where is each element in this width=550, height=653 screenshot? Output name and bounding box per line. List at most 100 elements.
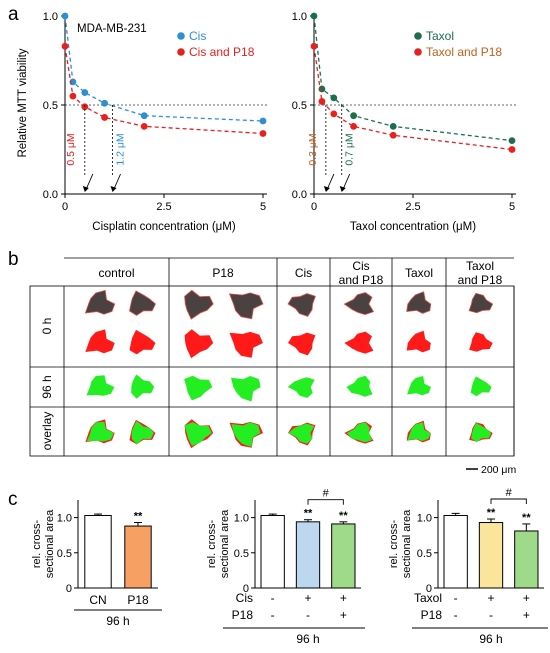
data-point — [389, 122, 397, 130]
ic50-arrowhead — [110, 186, 117, 192]
y-axis-label: sectional area — [219, 509, 231, 578]
column-header: Taxol — [405, 266, 433, 280]
data-point — [310, 12, 318, 20]
spheroid-photo — [343, 292, 375, 316]
bracket-mark: # — [506, 487, 513, 499]
data-point — [81, 89, 89, 96]
overlay-green — [288, 423, 315, 444]
data-point — [330, 110, 338, 118]
row-header: 96 h — [40, 375, 54, 398]
column-header: Cis — [295, 266, 312, 280]
data-point — [318, 98, 326, 105]
bar — [84, 514, 112, 589]
group-label: 96 h — [296, 632, 319, 646]
spheroid-photo — [406, 291, 432, 314]
column-header: Cis — [352, 259, 369, 273]
spheroid-mask-green — [287, 377, 315, 398]
data-point — [259, 130, 267, 137]
scale-bar-label: 200 μm — [481, 464, 516, 476]
condition-sign: - — [454, 591, 458, 605]
bar-chart-cis: 0 0.5 1.0 rel. cross-sectional area ** ** Cis -… — [206, 488, 365, 646]
spheroid-photo — [468, 292, 494, 314]
bar — [443, 514, 468, 589]
overlay-green — [131, 420, 154, 445]
overlay-green — [471, 422, 492, 442]
y-axis-label: sectional area — [401, 509, 413, 578]
row-header: 0 h — [40, 318, 54, 335]
series-line — [64, 46, 264, 135]
series-line — [313, 46, 513, 151]
ic50-arrow — [342, 173, 351, 191]
y-axis-label: rel. cross- — [206, 520, 218, 569]
significance-mark: ** — [134, 511, 143, 523]
y-tick-label: 0 — [426, 583, 432, 595]
ic50-arrowhead — [339, 186, 346, 192]
condition-sign: + — [523, 608, 530, 622]
spheroid-mask-red — [406, 330, 431, 353]
condition-sign: + — [523, 591, 530, 605]
legend-label: Taxol and P18 — [426, 45, 502, 59]
data-point — [101, 99, 108, 107]
y-tick-label: 1.0 — [417, 513, 432, 525]
spheroid-mask-green — [131, 374, 155, 399]
y-tick-label: 0.0 — [43, 189, 58, 201]
spheroid-photo — [228, 292, 264, 320]
ic50-arrow — [113, 173, 121, 191]
spheroid-mask-red — [229, 331, 263, 358]
x-axis-label: Taxol concentration (μM) — [350, 221, 476, 233]
data-point — [101, 114, 108, 121]
panel-label-c: c — [8, 489, 18, 510]
y-tick-label: 0.0 — [292, 189, 307, 201]
data-point — [310, 42, 318, 50]
legend-marker — [177, 32, 185, 40]
column-header: control — [98, 266, 134, 280]
condition-row-label: Taxol — [414, 591, 442, 605]
overlay-green — [346, 422, 373, 443]
spheroid-photo — [184, 289, 214, 320]
y-tick-label: 0.5 — [292, 100, 307, 112]
data-point — [140, 122, 148, 130]
bar — [514, 530, 539, 589]
spheroid-mask-green — [346, 375, 373, 397]
data-point — [61, 12, 69, 20]
group-label: 96 h — [106, 614, 129, 628]
ic50-label: 0.3 μM — [307, 133, 319, 165]
ic50-arrow — [326, 173, 335, 191]
y-tick-label: 0.5 — [234, 548, 249, 560]
spheroid-mask-green — [470, 376, 492, 397]
y-tick-label: 0.5 — [417, 548, 432, 560]
bar-chart-p18: 0 0.5 1.0 rel. cross-sectional area ** CN P18 9… — [31, 500, 162, 628]
y-tick-label: 0 — [243, 583, 249, 595]
overlay-green — [184, 422, 212, 446]
legend-marker — [414, 32, 422, 40]
panel-label-a: a — [8, 4, 19, 25]
column-header: Taxol — [466, 259, 494, 273]
group-label: 96 h — [479, 632, 502, 646]
significance-mark: ** — [339, 510, 348, 522]
condition-row-label: Cis — [236, 591, 253, 605]
significance-bracket — [490, 498, 527, 505]
bar — [331, 523, 356, 589]
chart-cisplatin-viability: 0.0 0.5 1.0 0 2.5 5 Cisplatin concentration (μ… — [43, 11, 267, 233]
spheroid-photo — [129, 290, 156, 316]
category-label: CN — [89, 593, 106, 607]
panel-a: a Relative MTT viability 0.0 0.5 1.0 0 2.5 5 C… — [8, 4, 516, 233]
condition-sign: + — [487, 591, 494, 605]
legend-label: Cis and P18 — [189, 45, 255, 59]
data-point — [508, 146, 516, 153]
condition-sign: - — [271, 608, 275, 622]
condition-row-label: P18 — [421, 608, 443, 622]
significance-mark: ** — [487, 507, 496, 519]
y-tick-label: 1.0 — [43, 11, 58, 23]
ic50-arrow — [85, 173, 94, 191]
x-tick-label: 2.5 — [156, 201, 171, 213]
significance-bracket — [307, 499, 344, 505]
x-tick-label: 5 — [509, 201, 515, 213]
spheroid-mask-red — [288, 332, 316, 356]
legend-label: Taxol — [426, 29, 454, 43]
data-point — [389, 131, 397, 139]
data-point — [350, 112, 357, 120]
